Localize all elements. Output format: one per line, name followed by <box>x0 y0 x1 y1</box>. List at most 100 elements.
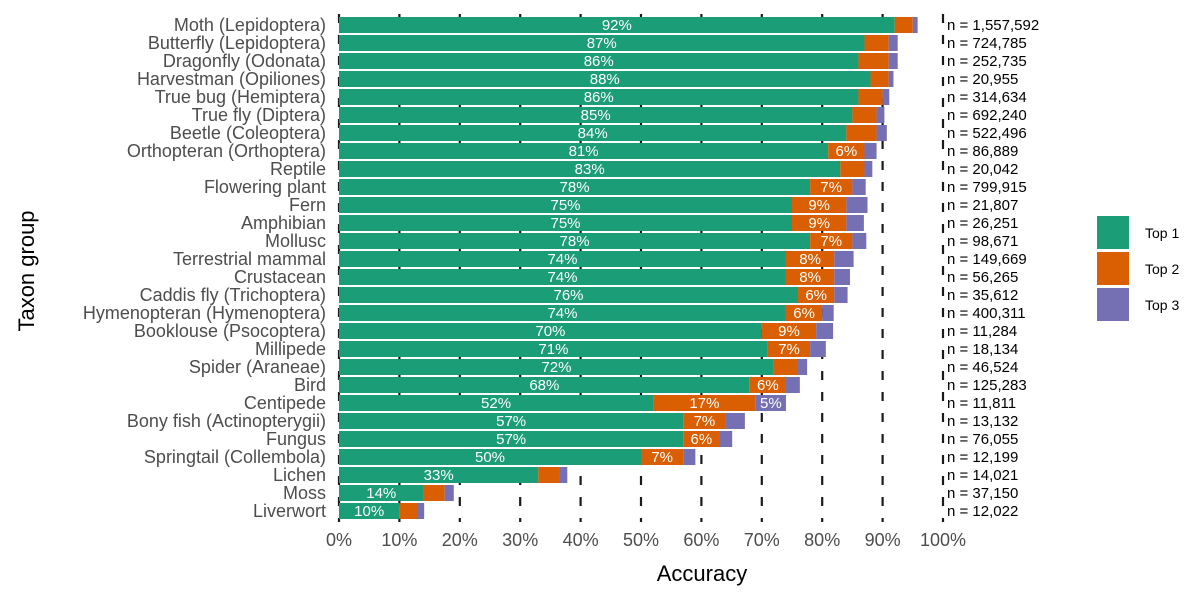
sample-size-label: n = 46,524 <box>947 359 1018 376</box>
sample-size-label: n = 724,785 <box>947 35 1027 52</box>
category-label: Moss <box>283 483 326 503</box>
category-label: Caddis fly (Trichoptera) <box>140 285 326 305</box>
bar-data-label: 6% <box>836 143 858 160</box>
bar-segment <box>339 125 847 141</box>
bar-segment <box>725 413 745 429</box>
bar-segment <box>339 323 762 339</box>
bar-data-label: 76% <box>554 287 584 304</box>
bar-segment <box>852 233 867 249</box>
bar-data-label: 75% <box>550 197 580 214</box>
sample-size-label: n = 252,735 <box>947 53 1027 70</box>
sample-size-label: n = 26,251 <box>947 215 1018 232</box>
bar-data-label: 50% <box>475 449 505 466</box>
sample-size-label: n = 11,284 <box>947 323 1017 340</box>
bar-data-label: 57% <box>496 431 526 448</box>
bar-segment <box>339 215 792 231</box>
bar-segment <box>339 161 841 177</box>
bar-segment <box>719 431 733 447</box>
bar-data-label: 71% <box>538 341 568 358</box>
bar-data-label: 74% <box>547 251 577 268</box>
category-label: Fungus <box>266 429 326 449</box>
bar-segment <box>749 377 786 393</box>
sample-size-label: n = 522,496 <box>947 125 1027 142</box>
bar-data-label: 57% <box>496 413 526 430</box>
sample-size-label: n = 21,807 <box>947 197 1018 214</box>
x-axis-title: Accuracy <box>657 561 747 586</box>
bar-data-label: 10% <box>354 503 384 520</box>
category-label: Liverwort <box>253 501 326 521</box>
bars <box>339 17 918 519</box>
bar-segment <box>339 197 792 213</box>
bar-segment <box>339 53 859 69</box>
category-label: Beetle (Coleoptera) <box>170 123 326 143</box>
bar-segment <box>792 215 847 231</box>
legend-swatch <box>1097 288 1129 321</box>
sample-size-label: n = 125,283 <box>947 377 1027 394</box>
data-labels: 92%87%86%88%86%85%84%81% 6%83%78% 7%75% 9%7… <box>354 17 857 520</box>
sample-size-label: n = 56,265 <box>947 269 1018 286</box>
bar-data-label: 6% <box>691 431 713 448</box>
sample-size-label: n = 12,022 <box>947 503 1018 520</box>
bar-segment <box>339 233 811 249</box>
bar-data-label: 88% <box>590 71 620 88</box>
bar-data-label: 8% <box>799 251 821 268</box>
bar-data-label: 87% <box>587 35 617 52</box>
category-label: Moth (Lepidoptera) <box>174 15 326 35</box>
bar-segment <box>339 431 684 447</box>
bar-segment <box>339 251 786 267</box>
bar-segment <box>785 251 835 267</box>
bar-data-label: 7% <box>651 449 673 466</box>
bar-segment <box>888 53 898 69</box>
bar-segment <box>888 71 894 87</box>
bar-segment <box>852 107 877 123</box>
x-tick-label: 30% <box>502 530 538 550</box>
bar-segment <box>852 179 866 195</box>
bar-data-label: 8% <box>799 269 821 286</box>
bar-segment <box>339 17 895 33</box>
category-label: Mollusc <box>265 231 326 251</box>
sample-size-label: n = 11,811 <box>947 395 1016 412</box>
bar-segment <box>792 197 847 213</box>
bar-segment <box>683 431 720 447</box>
bar-segment <box>423 485 445 501</box>
bar-segment <box>846 197 868 213</box>
bar-data-label: 86% <box>584 53 614 70</box>
bar-segment <box>785 269 835 285</box>
bar-segment <box>864 161 873 177</box>
bar-data-label: 17% <box>689 395 719 412</box>
sample-size-label: n = 1,557,592 <box>947 17 1039 34</box>
bar-data-label: 14% <box>366 485 396 502</box>
x-tick-label: 100% <box>920 530 966 550</box>
sample-size-label: n = 76,055 <box>947 431 1018 448</box>
sample-size-label: n = 400,311 <box>947 305 1026 322</box>
bar-segment <box>339 485 424 501</box>
bar-data-label: 75% <box>550 215 580 232</box>
bar-segment <box>339 503 400 519</box>
category-labels: Moth (Lepidoptera)Butterfly (Lepidoptera… <box>83 15 326 521</box>
category-label: Terrestrial mammal <box>173 249 326 269</box>
bar-data-label: 68% <box>529 377 559 394</box>
bar-segment <box>912 17 918 33</box>
legend: Top 1 Top 2 Top 3 <box>1097 216 1179 321</box>
bar-segment <box>761 323 817 339</box>
bar-segment <box>816 323 834 339</box>
bar-segment <box>444 485 454 501</box>
bar-segment <box>641 449 684 465</box>
bar-data-label: 52% <box>481 395 511 412</box>
x-axis-ticks: 0% 10% 20% 30% 40% 50% 60% 70% 80% 90% 100% <box>326 530 966 550</box>
bar-segment <box>798 359 808 375</box>
bar-segment <box>339 449 641 465</box>
sample-size-label: n = 12,199 <box>947 449 1018 466</box>
sample-size-label: n = 86,889 <box>947 143 1018 160</box>
category-label: Amphibian <box>241 213 326 233</box>
legend-swatch <box>1097 252 1129 285</box>
bar-segment <box>834 269 850 285</box>
bar-segment <box>810 341 826 357</box>
sample-size-label: n = 98,671 <box>947 233 1018 250</box>
category-label: Lichen <box>273 465 326 485</box>
bar-segment <box>399 503 418 519</box>
bar-data-label: 74% <box>547 269 577 286</box>
bar-segment <box>339 413 684 429</box>
bar-data-label: 6% <box>805 287 827 304</box>
